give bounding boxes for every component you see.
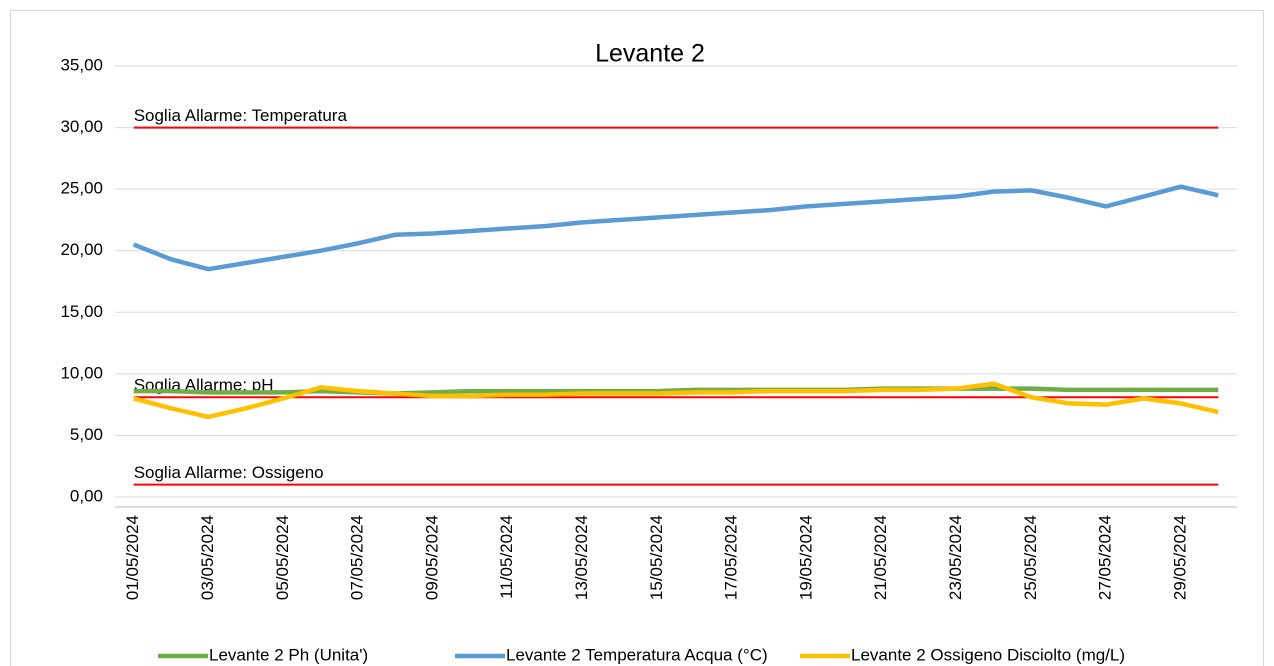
y-tick-label: 5,00 — [70, 425, 103, 444]
x-tick-label: 03/05/2024 — [198, 515, 217, 600]
x-tick-label: 13/05/2024 — [572, 515, 591, 600]
threshold-label: Soglia Allarme: Ossigeno — [134, 463, 324, 482]
x-tick-label: 29/05/2024 — [1170, 515, 1189, 600]
x-tick-label: 19/05/2024 — [796, 515, 815, 600]
x-tick-label: 27/05/2024 — [1096, 515, 1115, 600]
x-tick-label: 21/05/2024 — [871, 515, 890, 600]
x-tick-label: 15/05/2024 — [647, 515, 666, 600]
y-tick-label: 20,00 — [60, 240, 103, 259]
y-tick-label: 30,00 — [60, 117, 103, 136]
y-tick-label: 10,00 — [60, 363, 103, 382]
series-line — [132, 184, 1219, 272]
x-tick-label: 23/05/2024 — [946, 515, 965, 600]
threshold-label: Soglia Allarme: Temperatura — [134, 106, 348, 125]
legend-label: Levante 2 Temperatura Acqua (°C) — [506, 645, 768, 664]
series-line — [133, 381, 1219, 420]
chart-title: Levante 2 — [595, 40, 705, 68]
legend-label: Levante 2 Ossigeno Disciolto (mg/L) — [851, 645, 1125, 664]
x-tick-label: 09/05/2024 — [422, 515, 441, 600]
x-tick-label: 07/05/2024 — [348, 515, 367, 600]
x-tick-label: 11/05/2024 — [497, 515, 516, 599]
chart-border — [10, 10, 1264, 666]
y-tick-label: 25,00 — [60, 179, 103, 198]
x-tick-label: 25/05/2024 — [1021, 515, 1040, 600]
x-tick-label: 17/05/2024 — [722, 515, 741, 600]
x-tick-label: 05/05/2024 — [273, 515, 292, 600]
y-tick-label: 15,00 — [60, 302, 103, 321]
x-tick-label: 01/05/2024 — [123, 515, 142, 600]
y-tick-label: 35,00 — [60, 55, 103, 74]
y-tick-label: 0,00 — [70, 486, 103, 505]
legend-label: Levante 2 Ph (Unita') — [209, 645, 368, 664]
